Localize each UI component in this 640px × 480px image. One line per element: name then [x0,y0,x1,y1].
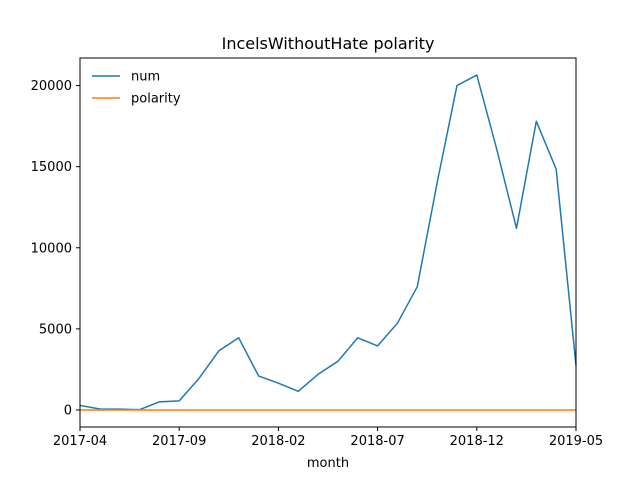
x-tick-label: 2017-04 [53,434,107,449]
legend: num polarity [92,70,181,107]
legend-label-num: num [131,70,160,85]
x-tick-label: 2018-02 [251,434,305,449]
plot-area [80,58,576,427]
x-axis-ticks: 2017-04 2017-09 2018-02 2018-07 2018-12 2019-… [53,427,603,449]
x-axis-label: month [307,456,349,471]
x-tick-label: 2018-07 [350,434,404,449]
series-line-num [79,74,577,411]
y-tick-label: 0 [64,403,72,418]
x-tick-label: 2019-05 [549,434,603,449]
y-tick-label: 20000 [31,79,72,94]
series-layer [79,74,577,411]
y-tick-label: 5000 [39,322,72,337]
y-tick-label: 15000 [31,160,72,175]
chart-title: IncelsWithoutHate polarity [222,34,435,53]
x-tick-label: 2018-12 [450,434,504,449]
y-axis-ticks: 0 5000 10000 15000 20000 [31,79,80,418]
legend-label-polarity: polarity [131,92,181,107]
y-tick-label: 10000 [31,241,72,256]
plot-frame [79,57,577,428]
x-tick-label: 2017-09 [152,434,206,449]
